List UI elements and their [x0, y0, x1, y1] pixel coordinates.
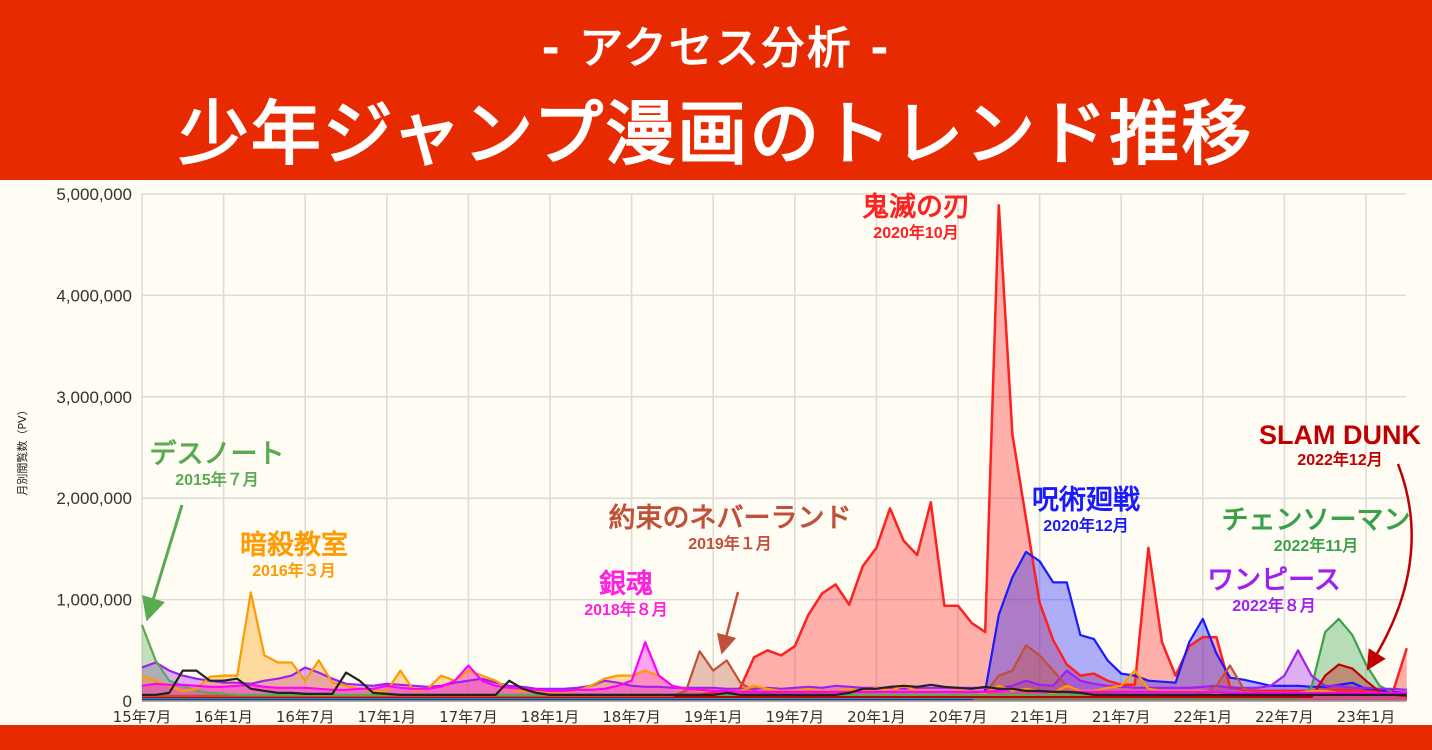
y-tick-label: 5,000,000: [56, 185, 132, 204]
annotation-slamdunk: SLAM DUNK 2022年12月: [1259, 420, 1421, 472]
footer-banner: [0, 725, 1432, 750]
annotation-date: 2022年12月: [1297, 452, 1383, 469]
deathnote-arrow: [142, 504, 184, 622]
annotation-gintama: 銀魂 2018年８月: [584, 570, 668, 622]
banner-title: 少年ジャンプ漫画のトレンド推移: [178, 93, 1254, 175]
annotation-title: 鬼滅の刃: [862, 192, 970, 223]
annotation-title: 呪術廻戦: [1032, 485, 1140, 516]
annotation-date: 2019年１月: [688, 536, 772, 553]
x-tick-label: 21年7月: [1092, 708, 1151, 726]
x-tick-label: 15年7月: [113, 708, 172, 726]
annotation-date: 2022年11月: [1273, 538, 1359, 555]
annotation-date: 2016年３月: [252, 563, 336, 580]
y-tick-label: 3,000,000: [56, 388, 132, 407]
annotation-arrows: [142, 463, 1413, 671]
x-tick-label: 20年1月: [847, 708, 906, 726]
x-tick-label: 18年1月: [521, 708, 580, 726]
y-axis-label: 月別閲覧数（PV）: [16, 404, 29, 496]
annotation-title: ワンピース: [1207, 565, 1341, 596]
annotation-title: 約束のネバーランド: [608, 503, 852, 534]
annotation-chainsaw: チェンソーマン 2022年11月: [1222, 506, 1411, 558]
x-tick-label: 19年7月: [765, 708, 824, 726]
y-tick-label: 2,000,000: [56, 489, 132, 508]
x-tick-label: 16年7月: [276, 708, 335, 726]
x-tick-label: 18年7月: [602, 708, 661, 726]
annotation-kimetsu: 鬼滅の刃 2020年10月: [862, 193, 970, 245]
annotation-date: 2020年12月: [1043, 518, 1129, 535]
y-tick-label: 4,000,000: [56, 286, 132, 305]
series-0-area: [142, 205, 1407, 701]
y-tick-label: 0: [123, 692, 132, 711]
series-other-line: [142, 669, 1407, 697]
annotation-date: 2022年８月: [1232, 598, 1316, 615]
x-tick-label: 19年1月: [684, 708, 743, 726]
x-tick-label: 21年1月: [1010, 708, 1069, 726]
annotation-deathnote: デスノート 2015年７月: [150, 440, 285, 492]
slamdunk-arrow: [1366, 463, 1413, 671]
annotation-title: チェンソーマン: [1221, 505, 1411, 536]
series-0-line: [141, 203, 1408, 700]
annotation-neverland: 約束のネバーランド 2019年１月: [609, 504, 852, 556]
x-tick-label: 17年1月: [357, 708, 416, 726]
annotation-ansatsu: 暗殺教室 2016年３月: [240, 531, 348, 583]
series-1-area: [142, 551, 1407, 701]
neverland-arrow: [716, 591, 740, 655]
x-tick-label: 17年7月: [439, 708, 498, 726]
annotation-onepiece: ワンピース 2022年８月: [1207, 566, 1341, 618]
annotation-date: 2018年８月: [584, 602, 668, 619]
x-tick-label: 23年1月: [1337, 708, 1396, 726]
title-banner: - アクセス分析 - 少年ジャンプ漫画のトレンド推移: [0, 0, 1432, 180]
annotation-date: 2015年７月: [175, 472, 259, 489]
series-8-area: [142, 642, 1407, 701]
x-tick-label: 22年7月: [1255, 708, 1314, 726]
annotation-title: SLAM DUNK: [1259, 420, 1421, 450]
series-7-area: [142, 592, 1407, 701]
annotation-title: 暗殺教室: [240, 530, 348, 561]
annotation-title: 銀魂: [598, 569, 653, 600]
banner-subtitle: - アクセス分析 -: [541, 23, 891, 74]
series-8-line: [141, 641, 1407, 695]
series-3-area: [142, 650, 1407, 701]
annotation-title: デスノート: [149, 439, 285, 470]
x-tick-label: 22年1月: [1173, 708, 1232, 726]
annotation-jujutsu: 呪術廻戦 2020年12月: [1032, 486, 1140, 538]
x-tick-label: 20年7月: [929, 708, 988, 726]
y-tick-label: 1,000,000: [56, 591, 132, 610]
x-tick-label: 16年1月: [194, 708, 253, 726]
annotation-date: 2020年10月: [873, 225, 959, 242]
series-3-line: [141, 649, 1407, 691]
